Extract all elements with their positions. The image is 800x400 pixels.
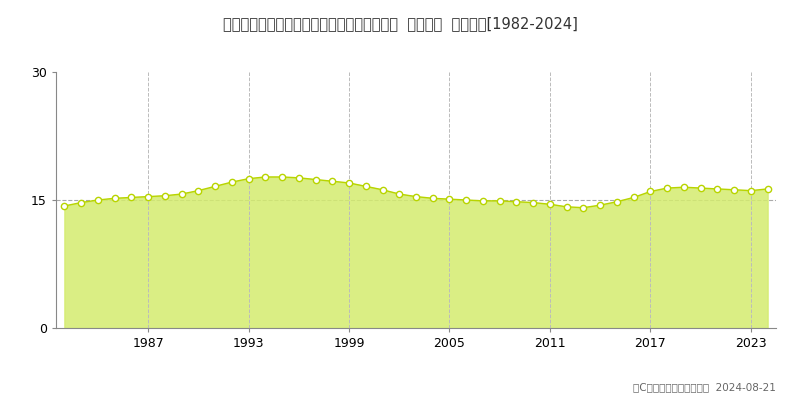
Text: 福島県いわき市好間町下好間字手倉５２番３  地価公示  地価推移[1982-2024]: 福島県いわき市好間町下好間字手倉５２番３ 地価公示 地価推移[1982-2024… bbox=[222, 16, 578, 31]
Text: （C）土地価格ドットコム  2024-08-21: （C）土地価格ドットコム 2024-08-21 bbox=[633, 382, 776, 392]
